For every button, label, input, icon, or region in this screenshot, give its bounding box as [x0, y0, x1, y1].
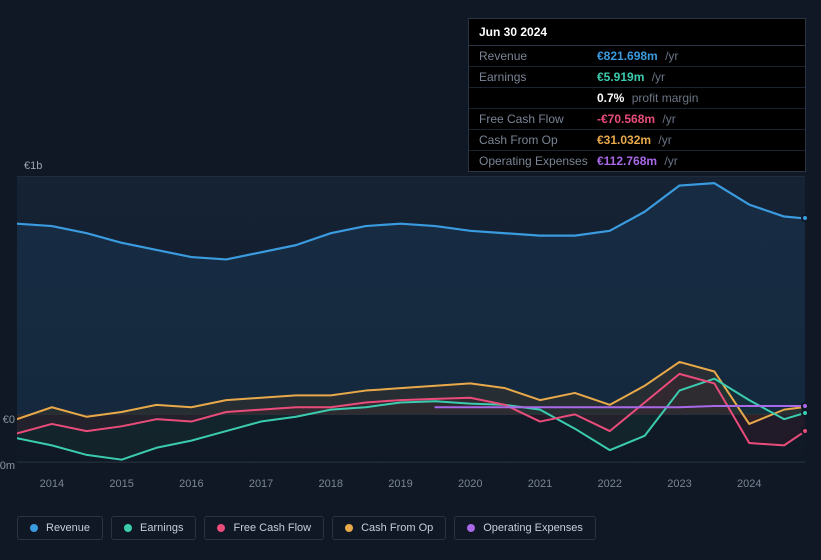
chart-tooltip: Jun 30 2024 Revenue€821.698m /yrEarnings… [468, 18, 806, 172]
tooltip-row-label: Revenue [479, 49, 597, 63]
tooltip-row-value: -€70.568m /yr [597, 112, 676, 126]
legend-item-operating-expenses[interactable]: Operating Expenses [454, 516, 596, 540]
legend-label: Revenue [46, 522, 90, 534]
tooltip-row-value: €821.698m /yr [597, 49, 678, 63]
tooltip-row-label: Cash From Op [479, 133, 597, 147]
tooltip-row: Free Cash Flow-€70.568m /yr [469, 109, 805, 130]
tooltip-row: Cash From Op€31.032m /yr [469, 130, 805, 151]
y-tick-zero: €0 [0, 414, 15, 426]
end-marker-earnings [801, 409, 809, 417]
x-tick: 2016 [179, 478, 203, 490]
x-tick: 2018 [319, 478, 343, 490]
x-tick: 2021 [528, 478, 552, 490]
legend-item-free-cash-flow[interactable]: Free Cash Flow [204, 516, 324, 540]
tooltip-row-value: €5.919m /yr [597, 70, 665, 84]
legend-dot [467, 524, 475, 532]
x-tick: 2014 [40, 478, 64, 490]
legend-item-cash-from-op[interactable]: Cash From Op [332, 516, 446, 540]
end-marker-revenue [801, 214, 809, 222]
tooltip-row: Revenue€821.698m /yr [469, 46, 805, 67]
legend-dot [217, 524, 225, 532]
legend-dot [124, 524, 132, 532]
legend-label: Cash From Op [361, 522, 433, 534]
x-tick: 2023 [667, 478, 691, 490]
tooltip-date: Jun 30 2024 [469, 19, 805, 46]
x-tick: 2022 [597, 478, 621, 490]
legend-dot [345, 524, 353, 532]
legend-item-revenue[interactable]: Revenue [17, 516, 103, 540]
legend-label: Earnings [140, 522, 183, 534]
end-marker-fcf [801, 427, 809, 435]
legend-label: Free Cash Flow [233, 522, 311, 534]
y-tick-neg: -€200m [0, 460, 15, 472]
x-tick: 2017 [249, 478, 273, 490]
tooltip-row: 0.7% profit margin [469, 88, 805, 109]
tooltip-row-value: €31.032m /yr [597, 133, 672, 147]
financial-chart: €0 -€200m 201420152016201720182019202020… [17, 160, 805, 500]
chart-canvas [17, 176, 805, 474]
x-tick: 2024 [737, 478, 761, 490]
legend-item-earnings[interactable]: Earnings [111, 516, 196, 540]
legend-dot [30, 524, 38, 532]
x-axis: 2014 2015 2016 2017 2018 2019 2020 2021 2022 2023… [17, 478, 805, 498]
tooltip-rows: Revenue€821.698m /yrEarnings€5.919m /yr0… [469, 46, 805, 171]
x-tick: 2020 [458, 478, 482, 490]
tooltip-row-label: Earnings [479, 70, 597, 84]
tooltip-row-label: Free Cash Flow [479, 112, 597, 126]
x-tick: 2015 [109, 478, 133, 490]
tooltip-row: Earnings€5.919m /yr [469, 67, 805, 88]
end-marker-opex [801, 402, 809, 410]
x-tick: 2019 [388, 478, 412, 490]
chart-legend: Revenue Earnings Free Cash Flow Cash From O… [17, 516, 596, 540]
legend-label: Operating Expenses [483, 522, 583, 534]
tooltip-row-label [479, 91, 597, 105]
tooltip-row-value: 0.7% profit margin [597, 91, 698, 105]
